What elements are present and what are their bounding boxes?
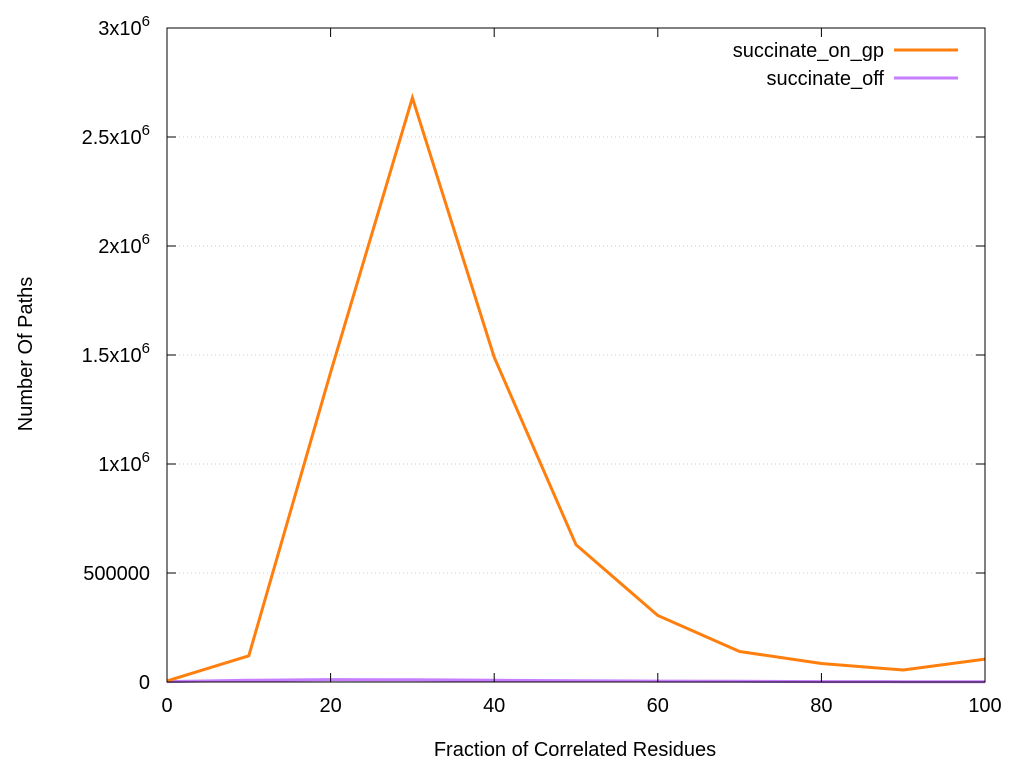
y-tick-label: 3x106 xyxy=(98,13,150,40)
y-tick-label: 2.5x106 xyxy=(82,122,150,149)
x-axis-label: Fraction of Correlated Residues xyxy=(434,739,716,761)
x-tick-labels: 0 20 40 60 80 100 xyxy=(161,695,1001,717)
y-tick-label: 1x106 xyxy=(98,449,150,476)
series-line-succinate_on_gp xyxy=(166,92,986,683)
y-tick-labels: 0 500000 1x106 1.5x106 2x106 2.5x106 3x106 xyxy=(82,13,150,694)
x-tick-label: 80 xyxy=(810,695,832,717)
legend-label: succinate_on_gp xyxy=(733,40,884,62)
grid xyxy=(167,136,985,574)
series-line-succinate_off xyxy=(166,678,985,684)
x-tick-label: 100 xyxy=(968,695,1001,717)
x-tick-label: 0 xyxy=(161,695,172,717)
legend-label: succinate_off xyxy=(767,68,885,90)
y-tick-label: 1.5x106 xyxy=(82,340,150,367)
legend: succinate_on_gp succinate_off xyxy=(733,40,958,90)
y-tick-label: 2x106 xyxy=(98,231,150,258)
x-tick-label: 60 xyxy=(647,695,669,717)
x-tick-label: 40 xyxy=(483,695,505,717)
y-tick-label: 500000 xyxy=(83,563,150,585)
axis-ticks xyxy=(166,27,986,683)
x-tick-label: 20 xyxy=(319,695,341,717)
series-lines xyxy=(166,92,986,684)
y-tick-label: 0 xyxy=(139,672,150,694)
y-axis-label: Number Of Paths xyxy=(15,277,37,432)
